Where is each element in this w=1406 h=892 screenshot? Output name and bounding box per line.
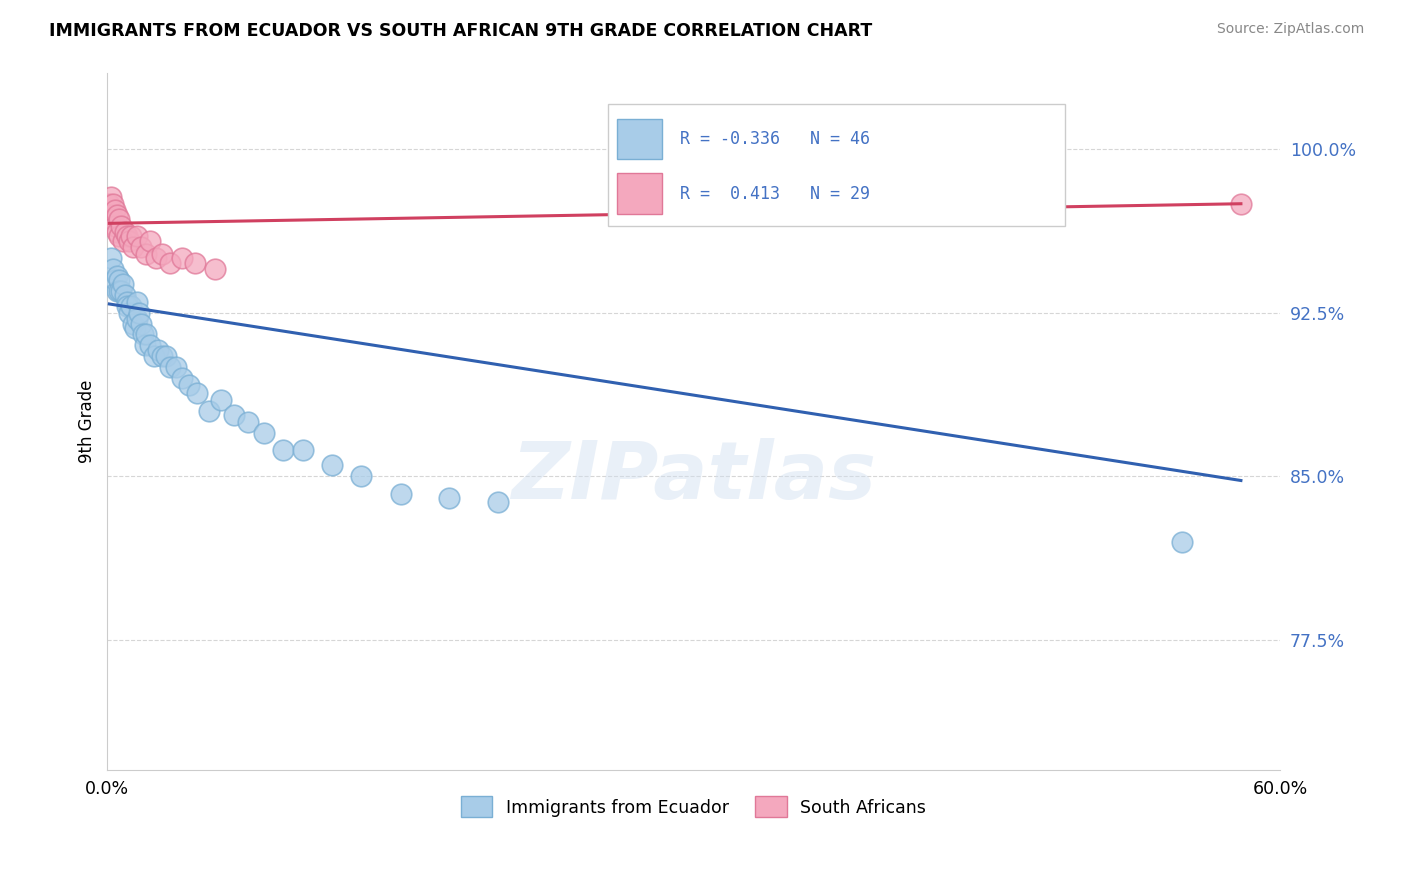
Point (135, 247, 157, 261)
Point (120, 299, 142, 313)
Text: Source: ZipAtlas.com: Source: ZipAtlas.com (1216, 22, 1364, 37)
Point (104, 219, 127, 233)
Point (321, 458, 343, 473)
Text: ZIPatlas: ZIPatlas (512, 439, 876, 516)
Point (165, 360, 187, 375)
Point (125, 229, 148, 244)
Point (291, 442, 314, 457)
Point (114, 288, 136, 302)
Point (128, 306, 150, 320)
Point (104, 203, 127, 218)
Point (209, 392, 232, 407)
Point (103, 212, 125, 227)
Point (108, 229, 131, 244)
Point (111, 234, 134, 248)
Point (121, 317, 143, 331)
Point (129, 317, 152, 331)
Point (100, 190, 122, 204)
Point (236, 415, 259, 429)
Point (135, 327, 157, 342)
Point (134, 338, 156, 352)
Point (186, 386, 208, 401)
Point (110, 284, 132, 298)
Point (105, 208, 128, 222)
Point (170, 371, 193, 385)
Point (179, 377, 201, 392)
Point (111, 277, 134, 292)
Point (224, 408, 246, 422)
Point (150, 349, 173, 363)
Y-axis label: 9th Grade: 9th Grade (79, 380, 96, 463)
Point (155, 349, 177, 363)
Point (108, 284, 131, 298)
FancyBboxPatch shape (617, 173, 662, 214)
Point (271, 442, 294, 457)
Point (350, 469, 373, 483)
Point (439, 491, 461, 505)
Point (104, 273, 127, 287)
Point (108, 212, 131, 227)
Point (129, 240, 152, 254)
Point (1230, 196, 1253, 211)
Point (145, 251, 167, 265)
Point (100, 251, 122, 265)
FancyBboxPatch shape (607, 104, 1066, 227)
Point (184, 255, 207, 269)
Point (115, 294, 138, 309)
Point (131, 327, 153, 342)
Text: R = -0.336   N = 46: R = -0.336 N = 46 (679, 130, 870, 148)
Point (143, 349, 166, 363)
Text: R =  0.413   N = 29: R = 0.413 N = 29 (679, 185, 870, 202)
Point (98, 196, 121, 211)
Point (486, 495, 509, 509)
Point (114, 225, 136, 239)
Point (115, 299, 138, 313)
Point (105, 268, 128, 283)
Point (159, 360, 181, 375)
Point (108, 273, 131, 287)
Point (125, 312, 148, 326)
Point (118, 306, 141, 320)
FancyBboxPatch shape (617, 119, 662, 160)
Point (139, 234, 162, 248)
Text: IMMIGRANTS FROM ECUADOR VS SOUTH AFRICAN 9TH GRADE CORRELATION CHART: IMMIGRANTS FROM ECUADOR VS SOUTH AFRICAN… (49, 22, 873, 40)
Point (105, 225, 128, 239)
Point (115, 229, 138, 244)
Point (125, 294, 148, 309)
Point (1171, 534, 1194, 549)
Point (103, 262, 125, 277)
Legend: Immigrants from Ecuador, South Africans: Immigrants from Ecuador, South Africans (454, 789, 934, 824)
Point (198, 404, 221, 418)
Point (159, 255, 181, 269)
Point (121, 240, 143, 254)
Point (389, 486, 412, 500)
Point (253, 425, 276, 440)
Point (103, 196, 125, 211)
Point (139, 338, 162, 352)
Point (124, 321, 146, 335)
Point (118, 234, 141, 248)
Point (105, 284, 128, 298)
Point (120, 229, 142, 244)
Point (100, 208, 122, 222)
Point (170, 251, 193, 265)
Point (148, 343, 170, 357)
Point (204, 262, 226, 277)
Point (110, 219, 132, 233)
Point (150, 247, 173, 261)
